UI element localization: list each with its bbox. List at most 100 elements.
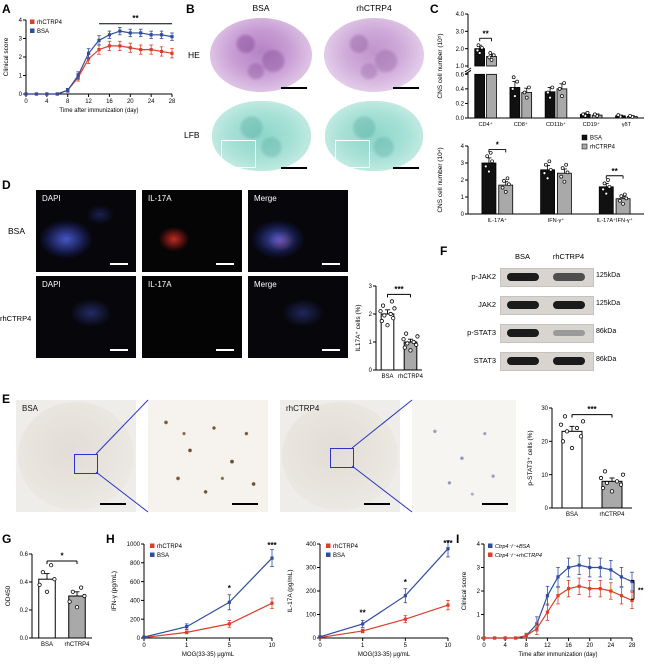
svg-text:BSA: BSA bbox=[37, 29, 49, 35]
clinical-score-chart-i: 0 1 2 3 4 0 4 8 12 16 20 24 28 Time after immunizatio… bbox=[458, 534, 648, 664]
svg-text:4.0: 4.0 bbox=[456, 12, 465, 18]
stat3-kda: 86kDa bbox=[596, 356, 617, 363]
svg-text:**: ** bbox=[612, 167, 619, 176]
scale-bar bbox=[216, 263, 234, 266]
svg-text:*: * bbox=[60, 552, 64, 561]
svg-text:10: 10 bbox=[269, 643, 276, 649]
svg-text:12: 12 bbox=[85, 99, 92, 105]
svg-text:1: 1 bbox=[185, 643, 189, 649]
jak2-kda: 125kDa bbox=[596, 300, 621, 307]
clinical-score-chart-a: 0 1 2 3 4 0 4 8 12 16 20 24 28 Time after immunizatio… bbox=[0, 8, 180, 125]
svg-text:28: 28 bbox=[629, 643, 636, 649]
lfb-rhctrp4-tissue bbox=[325, 101, 423, 171]
svg-text:5: 5 bbox=[404, 643, 408, 649]
scale-bar bbox=[110, 349, 128, 352]
svg-text:***: *** bbox=[443, 539, 453, 548]
scale-bar bbox=[364, 503, 391, 506]
scale-bar bbox=[232, 503, 259, 506]
pstat3-rhctrp4-zoom-image bbox=[412, 400, 516, 512]
svg-text:Time after immunization (day): Time after immunization (day) bbox=[518, 652, 597, 658]
scale-bar bbox=[393, 87, 420, 90]
e-rhctrp4-label: rhCTRP4 bbox=[286, 404, 320, 413]
pstat3-bsa-lowmag-image: BSA bbox=[16, 400, 136, 512]
svg-text:200: 200 bbox=[130, 617, 141, 623]
svg-text:20: 20 bbox=[586, 643, 593, 649]
svg-text:0: 0 bbox=[24, 99, 28, 105]
lfb-rhctrp4-image bbox=[320, 98, 428, 174]
svg-text:30: 30 bbox=[541, 406, 548, 412]
pstat3-blot bbox=[500, 324, 594, 343]
dapi-label: DAPI bbox=[42, 280, 61, 289]
svg-text:3: 3 bbox=[461, 161, 465, 167]
svg-text:**: ** bbox=[132, 14, 139, 23]
svg-text:*: * bbox=[404, 578, 408, 587]
svg-text:2: 2 bbox=[477, 589, 481, 595]
svg-text:16: 16 bbox=[565, 643, 572, 649]
svg-text:400: 400 bbox=[130, 599, 141, 605]
svg-text:0.0: 0.0 bbox=[20, 636, 29, 642]
svg-text:4: 4 bbox=[45, 99, 49, 105]
svg-text:4: 4 bbox=[19, 18, 23, 24]
svg-text:2: 2 bbox=[369, 312, 373, 318]
svg-text:0: 0 bbox=[545, 506, 549, 512]
svg-text:rhCTRP4: rhCTRP4 bbox=[333, 544, 359, 550]
panel-h-letter: H bbox=[106, 532, 115, 546]
scale-bar bbox=[322, 349, 340, 352]
svg-text:0.0: 0.0 bbox=[456, 116, 465, 122]
svg-text:Clinical score: Clinical score bbox=[3, 37, 10, 76]
svg-text:400: 400 bbox=[306, 542, 317, 548]
dapi-bsa-image: DAPI bbox=[36, 190, 136, 272]
svg-text:Ctrp4⁻/⁻+rhCTRP4: Ctrp4⁻/⁻+rhCTRP4 bbox=[495, 553, 542, 559]
svg-text:12: 12 bbox=[544, 643, 551, 649]
roi-box bbox=[74, 454, 98, 474]
svg-text:3: 3 bbox=[19, 37, 23, 43]
svg-text:1.0: 1.0 bbox=[456, 64, 465, 70]
svg-text:BSA: BSA bbox=[566, 512, 578, 518]
svg-text:4: 4 bbox=[461, 144, 465, 150]
scale-bar bbox=[281, 167, 308, 170]
od450-chart: 0.0 0.2 0.4 0.6 OD450 BSA rhCTRP4 * bbox=[2, 544, 100, 664]
panel-i-letter: I bbox=[456, 532, 460, 546]
svg-text:0: 0 bbox=[461, 212, 465, 218]
pstat3-kda: 86kDa bbox=[596, 328, 617, 335]
svg-text:*: * bbox=[228, 584, 232, 593]
roi-box bbox=[221, 140, 257, 168]
svg-text:2: 2 bbox=[19, 55, 23, 61]
he-bsa-image bbox=[206, 16, 316, 94]
svg-text:2.0: 2.0 bbox=[456, 47, 465, 53]
svg-text:IL-17A (pg/mL): IL-17A (pg/mL) bbox=[287, 570, 294, 613]
svg-text:BSA: BSA bbox=[157, 553, 169, 559]
svg-text:800: 800 bbox=[130, 561, 141, 567]
svg-text:rhCTRP4: rhCTRP4 bbox=[64, 642, 90, 648]
svg-text:8: 8 bbox=[525, 643, 529, 649]
svg-text:4: 4 bbox=[503, 643, 507, 649]
b-col-rhctrp4-label: rhCTRP4 bbox=[356, 3, 392, 13]
svg-text:3: 3 bbox=[477, 566, 481, 572]
svg-text:BSA: BSA bbox=[381, 374, 393, 380]
svg-text:rhCTRP4: rhCTRP4 bbox=[157, 544, 183, 550]
dapi-label: DAPI bbox=[42, 194, 61, 203]
svg-text:1: 1 bbox=[477, 613, 481, 619]
cns-cell-number-chart-bottom: 0 1 2 3 4 CNS cell number (10⁴) IL-17A⁺ IFN-γ⁺ I… bbox=[434, 132, 648, 239]
svg-text:γδT: γδT bbox=[622, 122, 632, 128]
pstat3-cells-chart: 0 10 20 30 p-STAT3⁺ cells (%) BSA rhCTRP4 *** bbox=[524, 394, 648, 533]
f-col-bsa-label: BSA bbox=[514, 252, 530, 261]
svg-text:5: 5 bbox=[228, 643, 232, 649]
svg-text:20: 20 bbox=[541, 440, 548, 446]
ifng-chart: 0 200 400 600 800 1000 0 1 5 10 MOG(33-35) μg/mL IF… bbox=[108, 534, 282, 664]
stat3-label: STAT3 bbox=[473, 356, 496, 365]
he-bsa-tissue bbox=[210, 18, 312, 92]
merge-bsa-image: Merge bbox=[248, 190, 348, 272]
svg-text:IL-17A⁺: IL-17A⁺ bbox=[488, 217, 507, 224]
svg-text:20: 20 bbox=[127, 99, 134, 105]
svg-text:1: 1 bbox=[19, 74, 23, 80]
merge-label: Merge bbox=[254, 194, 277, 203]
panel-e-letter: E bbox=[2, 392, 11, 406]
svg-text:BSA: BSA bbox=[333, 553, 345, 559]
merge-label: Merge bbox=[254, 280, 277, 289]
svg-text:300: 300 bbox=[306, 566, 317, 572]
svg-text:0: 0 bbox=[318, 643, 322, 649]
svg-text:0.2: 0.2 bbox=[456, 102, 465, 108]
svg-text:CNS cell number (10⁵): CNS cell number (10⁵) bbox=[437, 33, 444, 98]
pstat3-bsa-zoom-image bbox=[148, 400, 268, 512]
